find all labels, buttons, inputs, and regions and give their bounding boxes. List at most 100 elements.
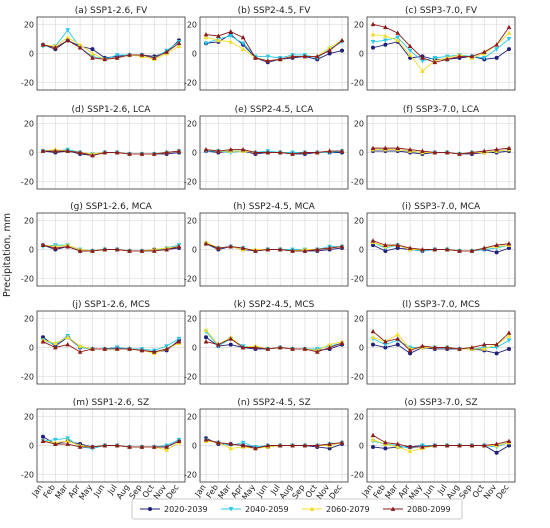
subplot: -20 0 20 (g) SSP1-2.6, MCA <box>21 202 186 287</box>
data-point <box>494 441 499 446</box>
y-tick-label: 0 <box>359 442 364 451</box>
data-point <box>203 327 209 332</box>
data-point <box>302 442 308 448</box>
data-point <box>481 342 487 347</box>
subplot-title: (b) SSP2-4.5, FV <box>238 6 312 16</box>
data-point <box>302 149 308 155</box>
data-point <box>265 246 271 252</box>
data-point <box>432 56 438 61</box>
data-point <box>65 334 71 340</box>
subplot-title: (f) SSP3-7.0, LCA <box>403 105 480 115</box>
data-point <box>339 440 345 445</box>
data-point <box>164 149 169 155</box>
data-point <box>77 343 83 348</box>
data-point <box>371 342 375 347</box>
data-point <box>420 58 425 64</box>
data-point <box>240 34 246 40</box>
data-point <box>240 442 246 448</box>
data-point <box>90 444 95 449</box>
y-tick-label: 0 <box>29 50 34 59</box>
data-point <box>102 246 108 252</box>
data-point <box>176 43 182 49</box>
data-point <box>395 441 401 446</box>
subplot-title: (a) SSP1-2.6, FV <box>75 6 148 16</box>
data-point <box>370 328 376 334</box>
data-point <box>481 442 487 448</box>
data-point <box>506 145 512 150</box>
data-point <box>444 246 450 252</box>
data-point <box>53 148 58 153</box>
data-point <box>65 441 71 446</box>
subplot-title: (h) SSP2-4.5, MCA <box>233 202 315 212</box>
data-point <box>420 246 425 252</box>
data-point <box>265 346 271 351</box>
data-point <box>53 245 58 250</box>
data-point <box>164 346 169 351</box>
data-point <box>65 28 71 33</box>
series-line <box>372 331 510 351</box>
data-point <box>277 56 283 62</box>
data-point <box>494 147 499 152</box>
y-tick-label: 20 <box>187 119 197 128</box>
series-line <box>205 439 343 449</box>
data-point <box>383 342 388 348</box>
data-point <box>481 49 487 54</box>
data-point <box>265 58 271 63</box>
data-point <box>506 333 512 338</box>
data-point <box>290 248 295 253</box>
y-tick-label: 0 <box>192 50 197 59</box>
data-point <box>151 151 157 156</box>
data-point <box>339 244 345 249</box>
series-line <box>372 32 510 72</box>
data-point <box>139 52 145 57</box>
x-tick-label: Jan <box>30 483 45 499</box>
data-point <box>469 248 475 253</box>
subplot-title: (c) SSP3-7.0, FV <box>405 6 478 16</box>
data-point <box>383 345 388 350</box>
subplot-frame <box>36 115 186 190</box>
data-point <box>432 344 438 350</box>
y-tick-label: 20 <box>354 412 364 421</box>
data-point <box>203 34 209 40</box>
series-line <box>205 338 343 353</box>
data-point <box>407 448 413 454</box>
data-point <box>203 147 209 152</box>
data-point <box>139 347 145 353</box>
data-point <box>395 145 401 150</box>
data-point <box>40 42 46 47</box>
data-point <box>457 53 462 59</box>
data-point <box>90 55 95 60</box>
data-point <box>102 56 108 62</box>
data-point <box>216 342 221 347</box>
data-point <box>228 34 234 39</box>
x-tick-label: Dec <box>327 483 343 501</box>
subplot-frame <box>36 212 186 287</box>
data-point <box>327 48 332 53</box>
data-point <box>395 342 400 347</box>
data-point <box>432 246 438 252</box>
y-tick-label: 0 <box>192 246 197 255</box>
subplot-frame <box>366 408 516 483</box>
data-point <box>216 33 221 38</box>
subplot: -20 0 20 (e) SSP2-4.5, LCA <box>184 105 349 190</box>
data-point <box>339 148 345 153</box>
data-point <box>494 55 499 60</box>
legend-label: 2060-2079 <box>326 505 370 514</box>
data-point <box>139 444 145 449</box>
y-tick-label: -20 <box>351 178 364 187</box>
data-point <box>203 241 209 246</box>
data-point <box>383 33 388 38</box>
x-tick-label: Sep <box>128 483 144 501</box>
series-line <box>372 434 510 448</box>
data-point <box>370 31 376 37</box>
data-point <box>277 344 283 350</box>
data-point <box>253 149 258 155</box>
data-point <box>395 336 401 341</box>
subplot: -20 0 20 (f) SSP3-7.0, LCA <box>351 105 516 190</box>
data-point <box>203 437 209 442</box>
legend-item: 2020-2039 <box>140 505 208 514</box>
y-tick-label: -20 <box>351 79 364 88</box>
data-point <box>481 56 487 61</box>
